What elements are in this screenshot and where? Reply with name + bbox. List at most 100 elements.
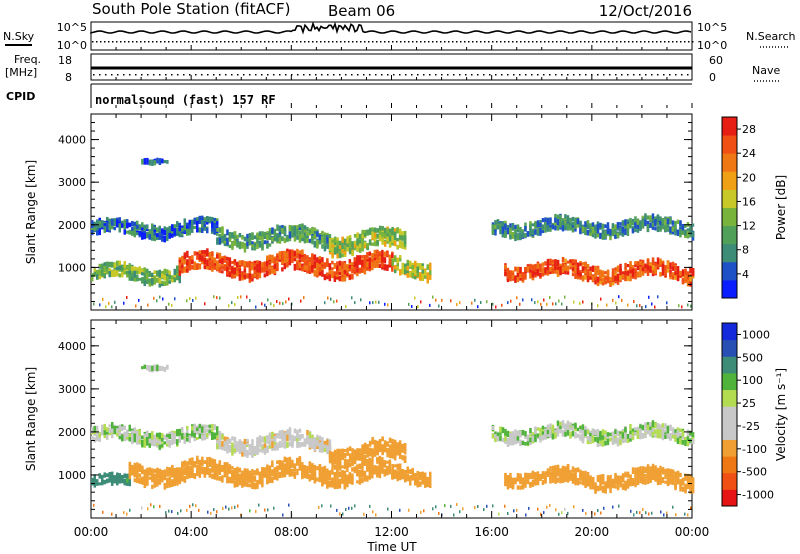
data-cell bbox=[303, 261, 307, 265]
data-cell bbox=[286, 441, 289, 448]
data-cell bbox=[646, 258, 650, 265]
data-cell bbox=[406, 263, 409, 269]
data-cell bbox=[103, 269, 106, 276]
nsearch-dot bbox=[108, 41, 110, 43]
nsearch-dot bbox=[208, 41, 210, 43]
data-cell bbox=[551, 433, 555, 438]
data-cell bbox=[681, 230, 685, 235]
data-cell bbox=[556, 425, 560, 431]
data-cell bbox=[101, 428, 104, 436]
data-cell bbox=[328, 456, 332, 463]
data-cell bbox=[368, 227, 372, 232]
data-cell bbox=[524, 271, 527, 277]
data-cell bbox=[141, 271, 144, 276]
data-cell bbox=[659, 434, 662, 439]
data-cell bbox=[544, 433, 547, 438]
data-cell bbox=[186, 464, 189, 472]
data-cell bbox=[293, 466, 297, 471]
data-cell bbox=[604, 232, 607, 239]
data-cell bbox=[383, 257, 387, 263]
data-cell bbox=[226, 463, 229, 469]
data-cell bbox=[281, 471, 284, 478]
speckle-cell bbox=[237, 295, 239, 299]
nsearch-dot bbox=[372, 41, 374, 43]
speckle-cell bbox=[441, 298, 443, 302]
data-cell bbox=[216, 267, 219, 271]
data-cell bbox=[176, 221, 179, 228]
data-cell bbox=[521, 441, 525, 445]
data-cell bbox=[651, 262, 655, 267]
data-cell bbox=[378, 234, 382, 242]
data-cell bbox=[661, 220, 665, 224]
nsearch-dot bbox=[576, 41, 578, 43]
speckle-cell bbox=[615, 301, 617, 305]
data-cell bbox=[331, 260, 334, 265]
data-cell bbox=[143, 441, 146, 448]
data-cell bbox=[281, 442, 284, 448]
data-cell bbox=[398, 455, 402, 459]
speckle-cell bbox=[378, 300, 380, 304]
data-cell bbox=[331, 251, 334, 258]
nave-dot bbox=[141, 74, 143, 76]
data-cell bbox=[298, 266, 302, 271]
data-cell bbox=[206, 220, 209, 225]
data-cell bbox=[429, 262, 432, 269]
data-cell bbox=[624, 228, 627, 236]
speckle-cell bbox=[384, 302, 386, 306]
data-cell bbox=[253, 244, 257, 251]
nave-dot bbox=[393, 74, 395, 76]
data-cell bbox=[341, 470, 344, 476]
data-cell bbox=[396, 263, 399, 269]
data-cell bbox=[336, 458, 339, 464]
data-cell bbox=[206, 433, 209, 438]
data-cell bbox=[429, 270, 432, 275]
data-cell bbox=[626, 223, 630, 229]
data-cell bbox=[584, 426, 587, 431]
data-cell bbox=[348, 458, 352, 462]
data-cell bbox=[208, 264, 212, 270]
data-cell bbox=[504, 435, 507, 442]
data-cell bbox=[216, 227, 219, 232]
data-cell bbox=[659, 220, 662, 225]
speckle-cell bbox=[552, 302, 554, 306]
nave-dot bbox=[369, 74, 371, 76]
nsearch-dot bbox=[520, 41, 522, 43]
data-cell bbox=[243, 265, 247, 273]
data-cell bbox=[331, 463, 334, 469]
data-cell bbox=[268, 254, 272, 260]
data-cell bbox=[246, 438, 249, 443]
data-cell bbox=[323, 234, 327, 242]
data-cell bbox=[211, 262, 214, 269]
data-cell bbox=[656, 432, 660, 438]
data-cell bbox=[393, 448, 397, 456]
data-cell bbox=[511, 434, 515, 440]
data-cell bbox=[539, 435, 542, 443]
data-cell bbox=[101, 424, 104, 430]
data-cell bbox=[606, 229, 610, 234]
data-cell bbox=[646, 264, 650, 271]
data-cell bbox=[589, 231, 592, 236]
data-cell bbox=[136, 224, 139, 229]
nave-tick-bottom: 0 bbox=[709, 71, 716, 84]
data-cell bbox=[541, 434, 545, 441]
nsearch-dot bbox=[612, 41, 614, 43]
data-cell bbox=[323, 448, 327, 452]
data-cell bbox=[183, 432, 186, 437]
data-cell bbox=[143, 475, 147, 481]
data-cell bbox=[208, 424, 211, 428]
data-cell bbox=[206, 457, 209, 463]
data-cell bbox=[153, 474, 157, 481]
data-cell bbox=[128, 229, 131, 235]
data-cell bbox=[561, 225, 565, 232]
data-cell bbox=[228, 467, 232, 474]
nsearch-dot bbox=[428, 41, 430, 43]
data-cell bbox=[401, 262, 404, 269]
data-cell bbox=[506, 276, 510, 283]
speckle-cell bbox=[633, 300, 635, 303]
data-cell bbox=[203, 471, 207, 476]
data-cell bbox=[316, 434, 319, 441]
data-cell bbox=[183, 438, 186, 444]
data-cell bbox=[351, 250, 354, 257]
data-cell bbox=[363, 233, 367, 237]
data-cell bbox=[246, 273, 249, 278]
